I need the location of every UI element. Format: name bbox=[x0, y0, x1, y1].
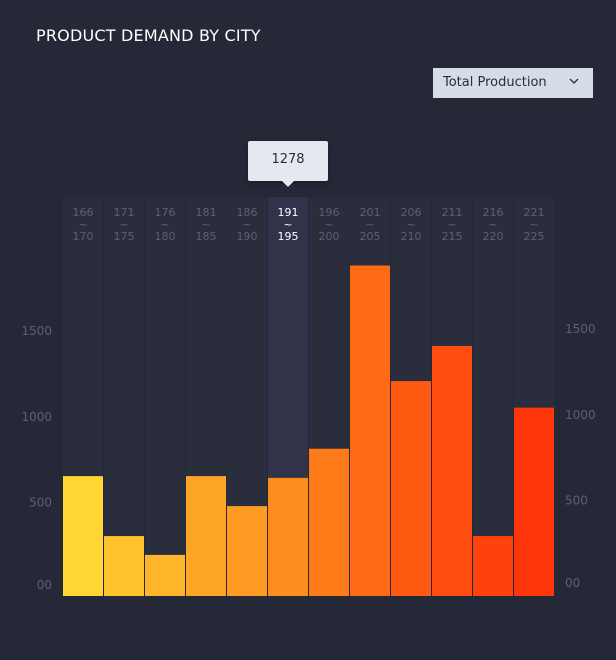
bar-track bbox=[104, 197, 144, 596]
production-filter-dropdown[interactable]: Total Production bbox=[433, 68, 593, 98]
y-tick-label-right: 500 bbox=[565, 493, 588, 507]
bar[interactable] bbox=[309, 448, 349, 596]
bar-track bbox=[145, 197, 185, 596]
x-tick-label-to: 200 bbox=[319, 230, 340, 243]
x-tick-label-from: 166 bbox=[73, 206, 94, 219]
bar[interactable] bbox=[145, 554, 185, 596]
x-tick-label-to: 175 bbox=[114, 230, 135, 243]
x-tick-label-from: 176 bbox=[155, 206, 176, 219]
x-tick-label-separator: ~ bbox=[78, 218, 87, 231]
y-tick-label-left: 1000 bbox=[21, 410, 52, 424]
y-tick-label-left: 500 bbox=[29, 495, 52, 509]
x-tick-label-separator: ~ bbox=[529, 218, 538, 231]
x-tick-label-to: 215 bbox=[442, 230, 463, 243]
tooltip-value: 1278 bbox=[271, 152, 305, 167]
x-tick-label-from: 196 bbox=[319, 206, 340, 219]
x-tick-label-to: 190 bbox=[237, 230, 258, 243]
x-tick-label-from: 216 bbox=[483, 206, 504, 219]
x-tick-label-from: 186 bbox=[237, 206, 258, 219]
x-tick-label-separator: ~ bbox=[160, 218, 169, 231]
bar[interactable] bbox=[268, 477, 308, 596]
bar[interactable] bbox=[514, 407, 554, 596]
x-tick-label-separator: ~ bbox=[324, 218, 333, 231]
bar[interactable] bbox=[391, 381, 431, 596]
x-tick-label-from: 201 bbox=[360, 206, 381, 219]
x-tick-label-separator: ~ bbox=[283, 218, 292, 231]
x-tick-label-to: 185 bbox=[196, 230, 217, 243]
x-tick-label-separator: ~ bbox=[447, 218, 456, 231]
bar-track bbox=[473, 197, 513, 596]
x-tick-label-from: 191 bbox=[278, 206, 299, 219]
dropdown-selected-label: Total Production bbox=[443, 75, 547, 90]
x-tick-label-from: 221 bbox=[524, 206, 545, 219]
bar[interactable] bbox=[350, 265, 390, 596]
x-tick-label-separator: ~ bbox=[201, 218, 210, 231]
x-tick-label-from: 211 bbox=[442, 206, 463, 219]
bar[interactable] bbox=[63, 476, 103, 596]
x-tick-label-from: 206 bbox=[401, 206, 422, 219]
x-tick-label-from: 181 bbox=[196, 206, 217, 219]
x-tick-label-separator: ~ bbox=[119, 218, 128, 231]
chevron-down-icon[interactable] bbox=[569, 76, 579, 86]
bar[interactable] bbox=[186, 476, 226, 596]
value-tooltip: 1278 bbox=[248, 141, 328, 187]
bar[interactable] bbox=[473, 536, 513, 596]
x-tick-label-to: 220 bbox=[483, 230, 504, 243]
bar[interactable] bbox=[432, 345, 472, 596]
x-tick-label-to: 180 bbox=[155, 230, 176, 243]
x-tick-label-separator: ~ bbox=[365, 218, 374, 231]
bar[interactable] bbox=[227, 506, 267, 596]
x-tick-label-to: 225 bbox=[524, 230, 545, 243]
bar[interactable] bbox=[104, 536, 144, 596]
x-tick-label-to: 170 bbox=[73, 230, 94, 243]
x-tick-label-to: 210 bbox=[401, 230, 422, 243]
y-tick-label-left: 1500 bbox=[21, 324, 52, 338]
chart-title: PRODUCT DEMAND BY CITY bbox=[36, 26, 261, 45]
tooltip-arrow bbox=[282, 181, 294, 187]
x-tick-label-from: 171 bbox=[114, 206, 135, 219]
x-tick-label-separator: ~ bbox=[242, 218, 251, 231]
y-tick-label-left: 00 bbox=[37, 578, 52, 592]
y-tick-label-right: 00 bbox=[565, 576, 580, 590]
y-tick-label-right: 1500 bbox=[565, 322, 596, 336]
x-tick-label-to: 205 bbox=[360, 230, 381, 243]
x-tick-label-separator: ~ bbox=[406, 218, 415, 231]
x-tick-label-separator: ~ bbox=[488, 218, 497, 231]
y-tick-label-right: 1000 bbox=[565, 408, 596, 422]
x-tick-label-to: 195 bbox=[278, 230, 299, 243]
